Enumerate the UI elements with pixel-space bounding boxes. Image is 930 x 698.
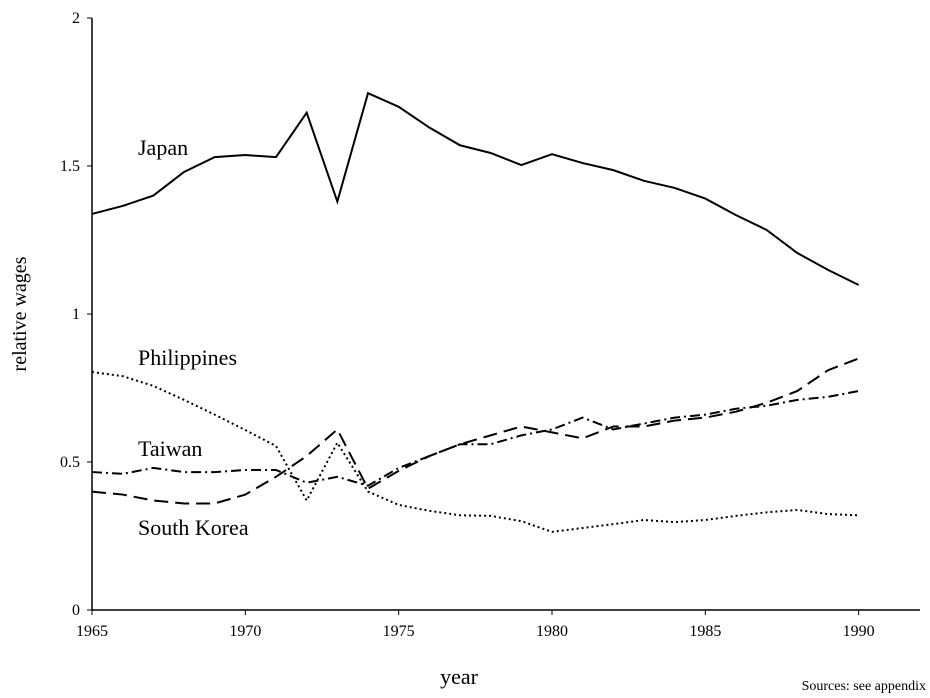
- y-tick-label: 0.5: [60, 454, 80, 471]
- series-annotation: Japan: [138, 135, 188, 160]
- x-tick-label: 1990: [843, 623, 875, 640]
- y-tick-label: 1.5: [60, 158, 80, 175]
- series-line: [91, 357, 860, 505]
- x-tick-label: 1970: [229, 623, 261, 640]
- y-tick-label: 2: [72, 10, 80, 27]
- series-annotation: Philippines: [138, 345, 237, 370]
- series-line: [91, 91, 860, 286]
- y-tick-label: 0: [72, 602, 80, 619]
- y-axis-label: relative wages: [9, 256, 31, 371]
- series-line: [91, 389, 859, 487]
- x-tick-label: 1965: [76, 623, 108, 640]
- series-annotation: Taiwan: [138, 436, 202, 461]
- x-axis-label: year: [440, 664, 479, 689]
- series-annotation: South Korea: [138, 515, 249, 540]
- x-tick-label: 1980: [536, 623, 568, 640]
- y-tick-label: 1: [72, 306, 80, 323]
- source-note: Sources: see appendix: [802, 679, 926, 694]
- x-tick-label: 1975: [383, 623, 415, 640]
- x-tick-label: 1985: [689, 623, 721, 640]
- series-line: [91, 371, 859, 533]
